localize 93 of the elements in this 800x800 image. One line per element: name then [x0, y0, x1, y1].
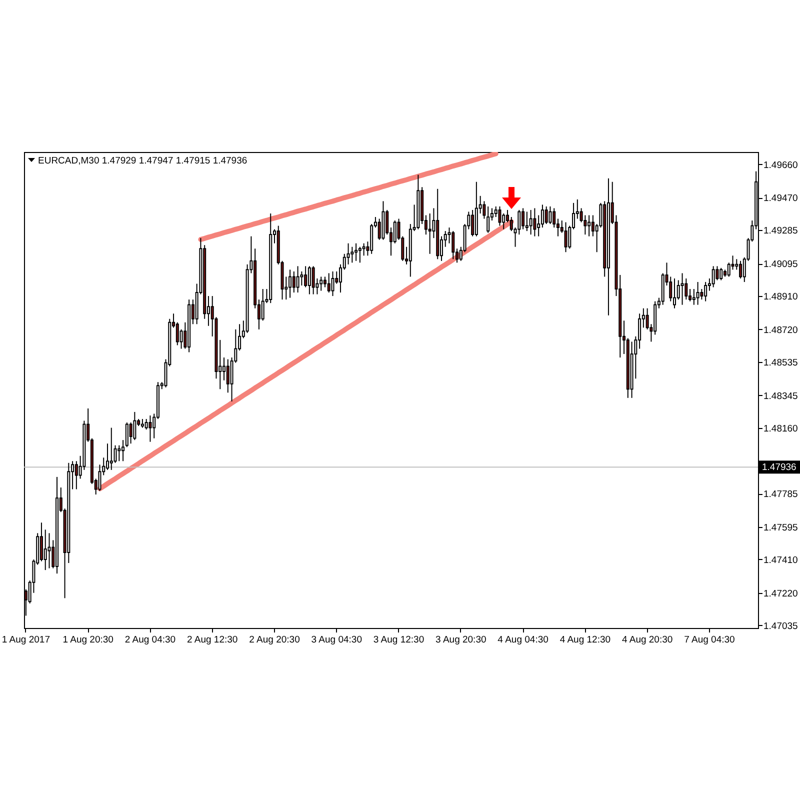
candlestick	[114, 444, 117, 464]
candlestick	[591, 214, 594, 237]
x-tick-label: 3 Aug 12:30	[373, 634, 424, 646]
y-tick-label: 1.48535	[764, 357, 798, 368]
candlestick	[362, 242, 366, 256]
candlestick	[346, 242, 350, 265]
candlestick	[176, 322, 179, 346]
x-tick-label: 1 Aug 2017	[2, 634, 50, 646]
y-tick-label: 1.47410	[764, 555, 798, 566]
candlestick	[354, 242, 358, 262]
x-tick-label: 2 Aug 20:30	[249, 634, 300, 646]
candlestick	[716, 266, 719, 281]
candlestick	[350, 246, 354, 264]
x-tick-label: 1 Aug 20:30	[62, 634, 114, 646]
y-tick-label: 1.48345	[764, 390, 798, 402]
y-tick-label: 1.47035	[764, 620, 798, 632]
x-tick-label: 2 Aug 12:30	[186, 634, 238, 646]
candlestick	[552, 208, 556, 228]
candlestick	[110, 427, 113, 470]
x-tick-label: 2 Aug 04:30	[124, 634, 176, 646]
candlestick	[323, 276, 326, 288]
candlestick	[533, 208, 536, 237]
y-tick-label: 1.49285	[764, 226, 798, 237]
x-tick-label: 4 Aug 04:30	[498, 634, 548, 646]
y-tick-label: 1.49095	[764, 259, 798, 270]
candlestick	[312, 266, 315, 295]
candlestick	[704, 281, 708, 302]
candlestick	[118, 444, 121, 462]
candlestick	[700, 288, 704, 300]
candlestick	[544, 206, 548, 225]
candlestick	[502, 212, 506, 230]
candlestick	[296, 266, 300, 294]
candlestick	[133, 411, 136, 441]
ref-line-label: 1.47936	[762, 462, 796, 474]
candlestick	[428, 212, 432, 254]
y-tick-label: 1.48720	[764, 324, 798, 336]
candlestick	[692, 288, 696, 306]
candlestick	[564, 222, 568, 253]
candlestick	[739, 260, 742, 279]
candlestick	[486, 206, 490, 234]
candlestick	[304, 266, 308, 288]
candlestick	[673, 278, 676, 309]
candlestick	[588, 214, 591, 237]
candlestick	[288, 269, 292, 298]
candlestick	[529, 209, 532, 236]
candlestick	[48, 532, 51, 569]
candlestick	[498, 206, 502, 226]
chart-title: EURCAD,M30 1.47929 1.47947 1.47915 1.47936	[38, 156, 248, 166]
candlestick	[106, 443, 109, 470]
candlestick	[510, 216, 513, 232]
candlestick	[308, 266, 311, 295]
candlestick	[98, 464, 102, 492]
candlestick	[720, 267, 723, 281]
candlestick	[125, 422, 128, 448]
y-tick-label: 1.48160	[764, 423, 798, 434]
y-tick-label: 1.49660	[764, 160, 798, 171]
candlestick	[548, 206, 552, 225]
y-tick-label: 1.48910	[764, 292, 798, 303]
candlestick	[696, 281, 700, 306]
candlestick	[452, 230, 455, 260]
candlestick	[222, 357, 226, 381]
candlestick	[44, 529, 47, 571]
x-tick-label: 3 Aug 20:30	[436, 634, 486, 646]
x-tick-label: 4 Aug 12:30	[560, 634, 611, 646]
candlestick	[129, 422, 132, 444]
candlestick	[727, 262, 730, 278]
candlestick	[540, 204, 544, 228]
candlestick	[292, 270, 296, 294]
y-tick-label: 1.49470	[764, 193, 798, 204]
candlestick	[393, 220, 396, 244]
candlestick	[669, 276, 672, 302]
candlestick	[522, 208, 525, 230]
candlestick	[40, 522, 43, 562]
candlestick	[712, 266, 715, 288]
candlestick	[525, 211, 528, 232]
candlestick	[358, 246, 362, 264]
candlestick	[122, 440, 125, 462]
y-tick-label: 1.47220	[764, 588, 798, 600]
x-tick-label: 7 Aug 04:30	[684, 634, 735, 646]
x-tick-label: 4 Aug 20:30	[622, 634, 673, 646]
x-tick-label: 3 Aug 04:30	[311, 634, 362, 646]
y-tick-label: 1.47785	[764, 489, 798, 500]
candlestick	[148, 414, 152, 442]
y-tick-label: 1.47595	[764, 522, 798, 534]
candlestick	[331, 270, 334, 297]
candlestick	[144, 418, 148, 430]
candlestick	[680, 272, 684, 306]
candlestick	[74, 460, 78, 490]
candlestick	[320, 276, 323, 292]
candlestick	[327, 272, 330, 294]
candlestick	[226, 358, 230, 394]
candlestick	[471, 209, 474, 237]
candlestick	[261, 288, 264, 322]
